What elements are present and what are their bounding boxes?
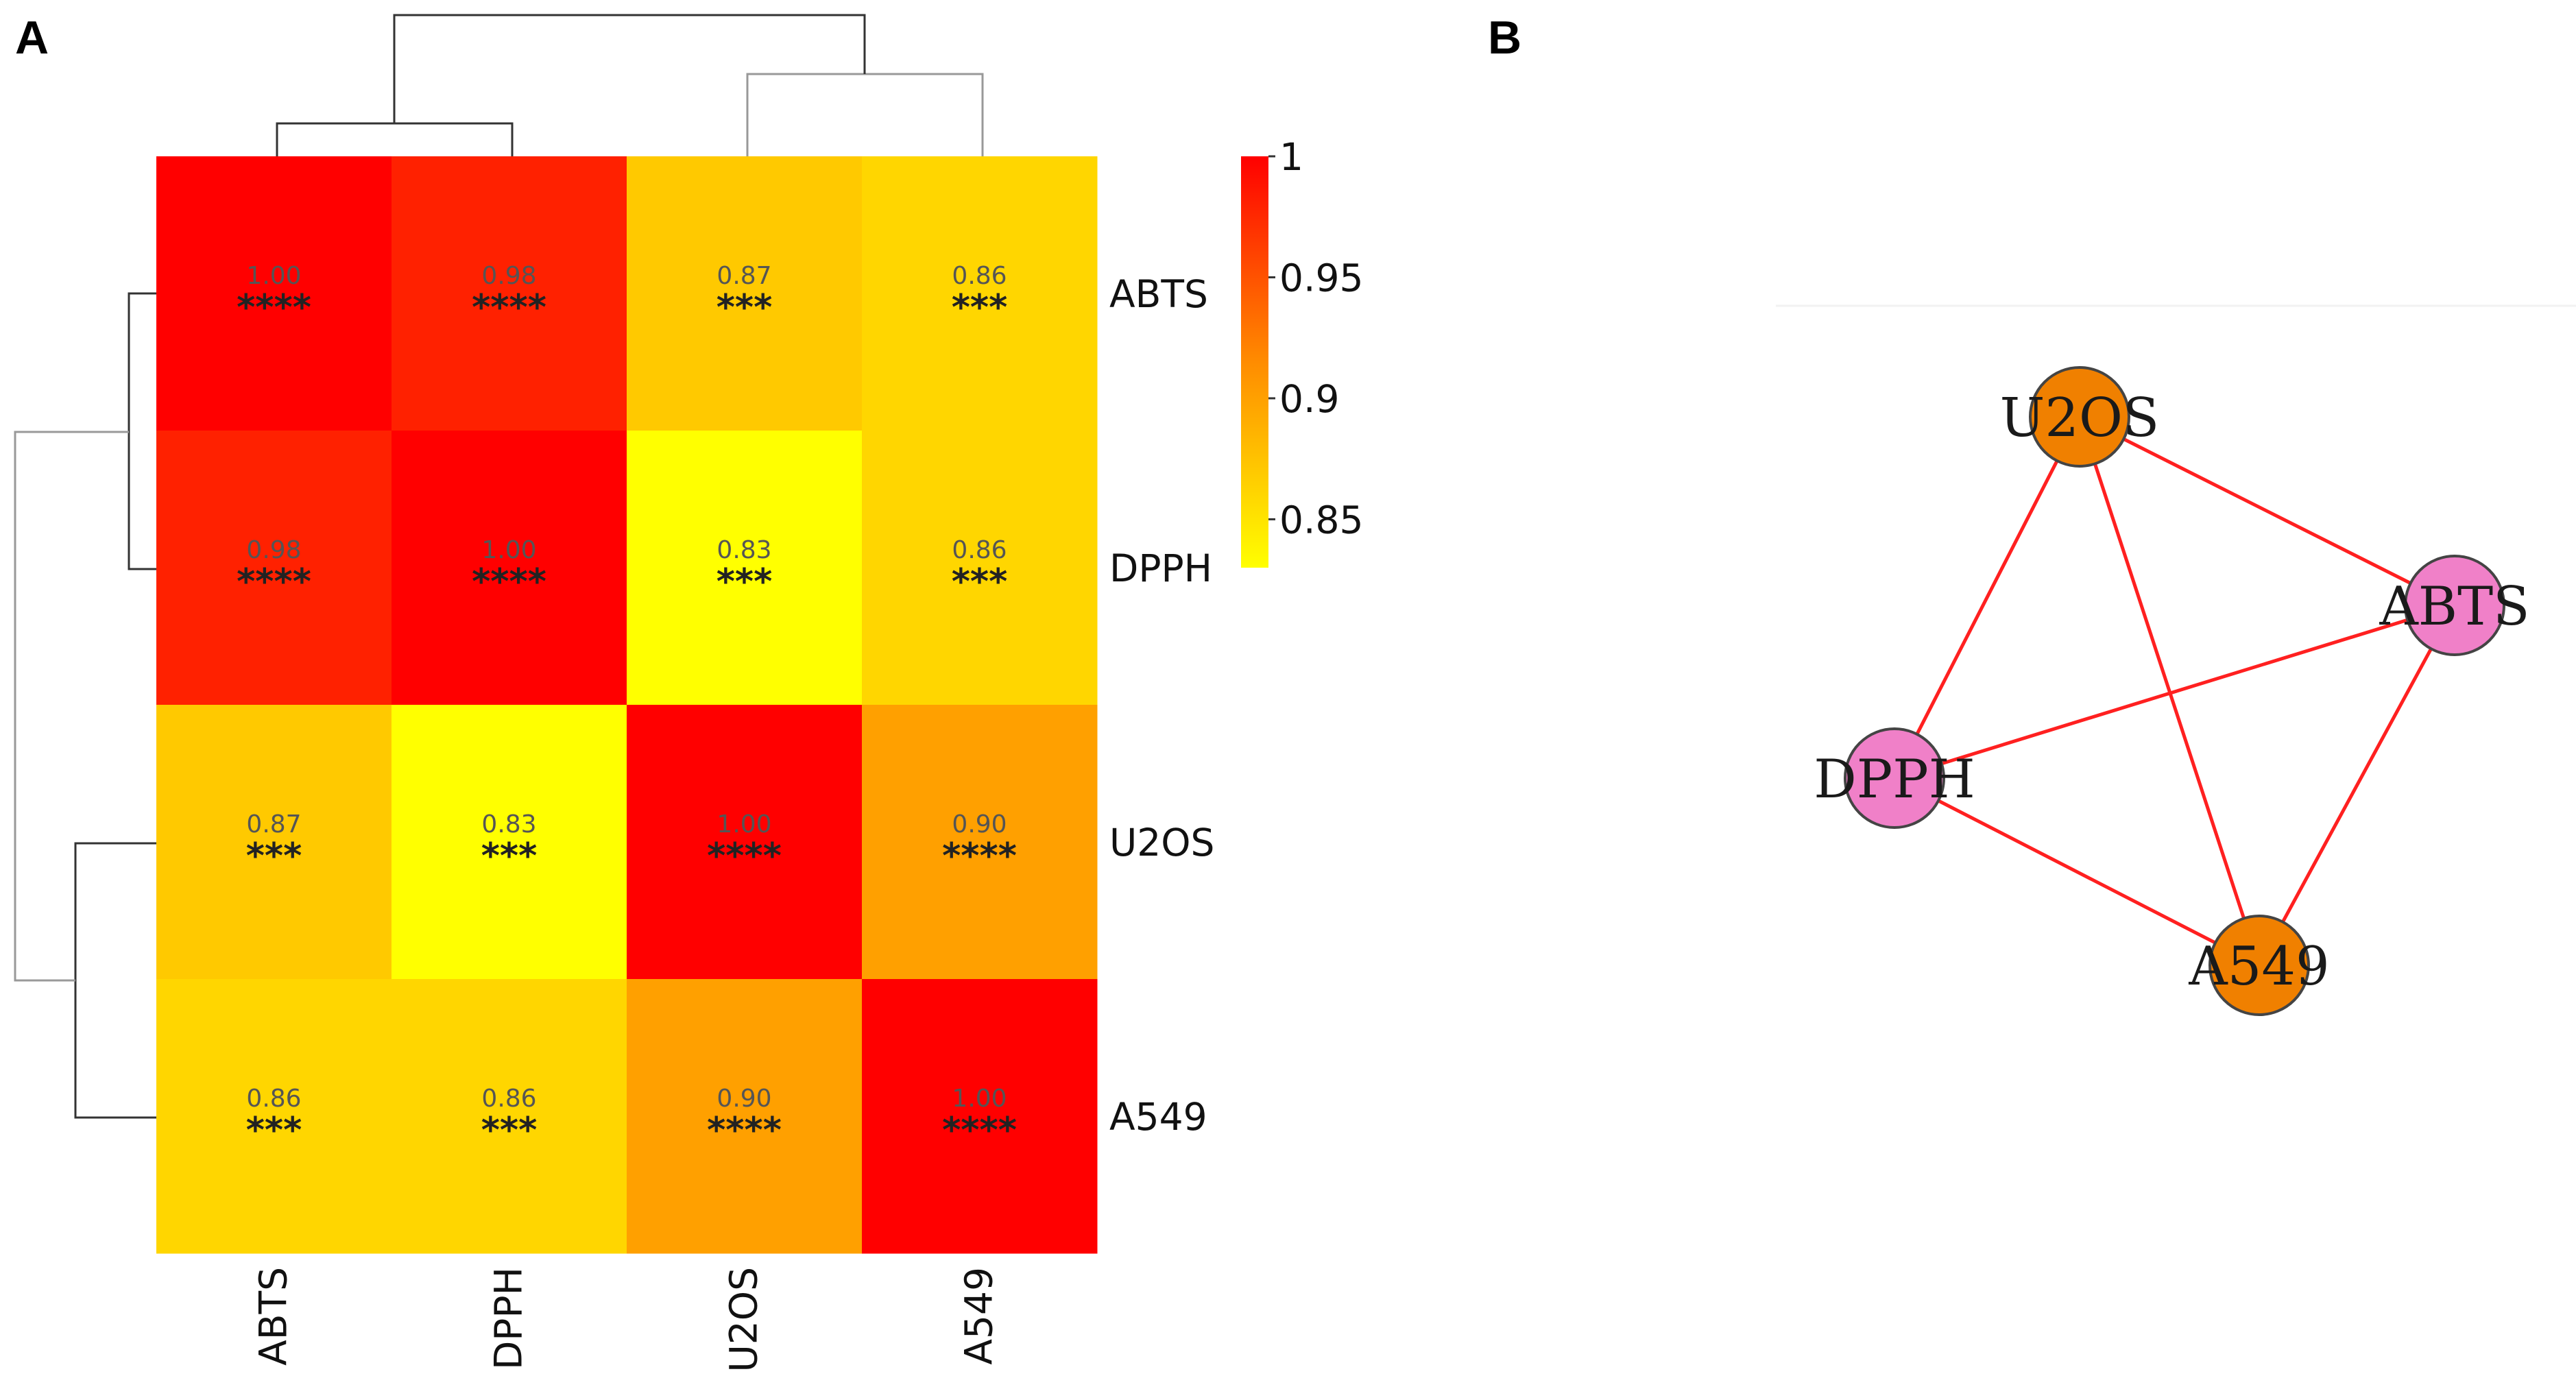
colorbar-tick-0-85: 0.85 (1279, 498, 1363, 542)
cell-value-dpph-abts: 0.98 (246, 536, 301, 564)
network-node-a549 (2208, 915, 2310, 1016)
cell-value-u2os-u2os: 1.00 (717, 810, 771, 838)
cell-significance-dpph-abts: **** (237, 562, 311, 603)
heatmap-cell-dpph-dpph (392, 431, 627, 705)
network-node-label-abts: ABTS (2379, 576, 2529, 638)
network-edge-u2os-dpph (1892, 415, 2082, 780)
heatmap-cell-dpph-u2os (627, 431, 863, 705)
cell-significance-a549-u2os: **** (707, 1110, 782, 1151)
cell-significance-u2os-abts: *** (246, 836, 302, 877)
cell-significance-u2os-u2os: **** (707, 836, 782, 877)
heatmap-cell-text: 1.00****0.98****0.87***0.86***0.98****1.… (237, 262, 1017, 1151)
heatmap-cell-dpph-a549 (862, 431, 1098, 705)
col-label-abts: ABTS (252, 1267, 296, 1366)
network-edges (1892, 415, 2457, 967)
cell-significance-abts-abts: **** (237, 287, 311, 328)
network-node-label-u2os: U2OS (2000, 387, 2160, 449)
heatmap-cell-a549-a549 (862, 979, 1098, 1254)
col-label-u2os: U2OS (722, 1267, 766, 1372)
network-node-label-a549: A549 (2188, 936, 2329, 998)
network-panel: U2OS ABTS DPPH A549 (1776, 304, 2576, 1016)
cell-significance-dpph-a549: *** (952, 562, 1008, 603)
cell-value-a549-dpph: 0.86 (481, 1085, 536, 1113)
cell-value-abts-u2os: 0.87 (717, 262, 771, 290)
col-label-a549: A549 (957, 1267, 1001, 1365)
cell-value-a549-u2os: 0.90 (717, 1085, 771, 1113)
network-edge-abts-a549 (2257, 604, 2457, 967)
row-label-u2os: U2OS (1109, 821, 1214, 865)
dendro-row-abts-dpph (128, 292, 156, 570)
network-node-u2os (2029, 366, 2130, 468)
cell-significance-abts-u2os: *** (717, 287, 773, 328)
dendro-col-root (393, 14, 866, 123)
heatmap-cell-abts-dpph (392, 156, 627, 431)
network-node-abts (2404, 555, 2505, 656)
col-label-dpph: DPPH (487, 1267, 531, 1370)
cell-value-a549-a549: 1.00 (952, 1085, 1007, 1113)
network-edge-u2os-a549 (2078, 416, 2261, 966)
heatmap-cell-u2os-a549 (862, 705, 1098, 980)
row-label-abts: ABTS (1109, 272, 1208, 316)
cell-significance-a549-abts: *** (246, 1110, 302, 1151)
heatmap-cell-a549-dpph (392, 979, 627, 1254)
cell-value-abts-a549: 0.86 (952, 262, 1007, 290)
cell-value-u2os-a549: 0.90 (952, 810, 1007, 838)
dendro-col-abts-dpph (276, 122, 514, 156)
heatmap-cell-abts-abts (156, 156, 392, 431)
heatmap-cell-abts-u2os (627, 156, 863, 431)
network-nodes: U2OS ABTS DPPH A549 (1814, 366, 2530, 1016)
heatmap-cell-u2os-dpph (392, 705, 627, 980)
colorbar-tick-0-95: 0.95 (1279, 256, 1363, 300)
cell-significance-a549-a549: **** (942, 1110, 1017, 1151)
cell-value-abts-abts: 1.00 (246, 262, 301, 290)
heatmap-cell-dpph-abts (156, 431, 392, 705)
cell-value-u2os-dpph: 0.83 (481, 810, 536, 838)
colorbar-tick-0-9: 0.9 (1279, 377, 1339, 421)
cell-significance-dpph-dpph: **** (472, 562, 546, 603)
network-node-dpph (1844, 727, 1945, 829)
row-label-dpph: DPPH (1109, 546, 1212, 590)
panel-a-label: A (15, 12, 49, 64)
heatmap-cell-abts-a549 (862, 156, 1098, 431)
panel-b-label: B (1488, 12, 1521, 64)
cell-value-abts-dpph: 0.98 (481, 262, 536, 290)
cell-value-dpph-a549: 0.86 (952, 536, 1007, 564)
network-edge-abts-dpph (1894, 603, 2455, 780)
cell-value-a549-abts: 0.86 (246, 1085, 301, 1113)
row-dendrogram (14, 292, 156, 1119)
row-label-a549: A549 (1109, 1095, 1207, 1139)
dendro-row-root (14, 431, 129, 982)
cell-significance-dpph-u2os: *** (717, 562, 773, 603)
cell-significance-u2os-a549: **** (942, 836, 1017, 877)
cell-significance-u2os-dpph: *** (481, 836, 538, 877)
dendro-row-u2os-a549 (74, 842, 156, 1119)
heatmap-cell-a549-abts (156, 979, 392, 1254)
heatmap-cells (156, 156, 1098, 1254)
heatmap-cell-a549-u2os (627, 979, 863, 1254)
cell-value-dpph-dpph: 1.00 (481, 536, 536, 564)
colorbar-tick-1: 1 (1279, 135, 1303, 179)
column-dendrogram (276, 14, 984, 156)
colorbar-ticks: 1 0.95 0.9 0.85 (1268, 135, 1363, 542)
dendro-col-u2os-a549 (746, 73, 984, 156)
heatmap-cell-u2os-abts (156, 705, 392, 980)
heatmap-col-labels: ABTS DPPH U2OS A549 (252, 1267, 1001, 1372)
cell-significance-a549-dpph: *** (481, 1110, 538, 1151)
heatmap-panel: 1.00****0.98****0.87***0.86***0.98****1.… (14, 14, 1363, 1372)
network-edge-dpph-a549 (1893, 776, 2261, 967)
cell-significance-abts-a549: *** (952, 287, 1008, 328)
network-node-label-dpph: DPPH (1814, 749, 1975, 810)
colorbar (1241, 156, 1268, 568)
cell-value-dpph-u2os: 0.83 (717, 536, 771, 564)
network-edge-u2os-abts (2078, 415, 2456, 607)
cell-value-u2os-abts: 0.87 (246, 810, 301, 838)
heatmap-cell-u2os-u2os (627, 705, 863, 980)
heatmap-row-labels: ABTS DPPH U2OS A549 (1109, 272, 1214, 1139)
cell-significance-abts-dpph: **** (472, 287, 546, 328)
